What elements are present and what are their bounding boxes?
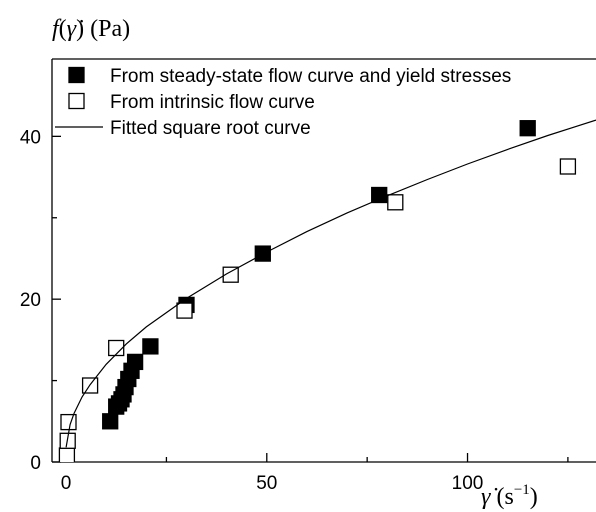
legend: From steady-state flow curve and yield s…	[55, 66, 511, 139]
filled-square-point	[371, 186, 388, 204]
y-axis-label: f(γ̇) (Pa)	[52, 16, 130, 42]
filled-square-point	[102, 413, 119, 430]
x-tick-label: 0	[61, 473, 72, 494]
x-tick-label: 50	[256, 473, 277, 494]
open-square-point	[60, 413, 77, 431]
open-square-point	[176, 302, 193, 319]
filled-square-point	[519, 120, 536, 137]
legend-filled-square-swatch	[68, 66, 85, 84]
open-square-point	[58, 447, 76, 462]
open-square-point	[387, 194, 404, 211]
x-tick-label: 100	[452, 473, 484, 494]
legend-label: Fitted square root curve	[110, 118, 311, 139]
y-tick-label: 0	[30, 453, 41, 474]
fitted-curve-line	[65, 119, 596, 448]
y-tick-label: 20	[20, 290, 41, 311]
axis-ticks: 0 50 100 0 20 40	[20, 127, 569, 494]
filled-square-point	[126, 353, 144, 371]
open-square-point	[108, 339, 125, 357]
y-tick-label: 40	[20, 127, 41, 148]
legend-open-square-swatch	[68, 92, 85, 110]
open-square-point	[559, 158, 577, 175]
plot-area	[58, 119, 596, 462]
open-square-point	[222, 266, 239, 283]
legend-label: From intrinsic flow curve	[110, 92, 315, 113]
filled-square-point	[142, 338, 159, 355]
legend-label: From steady-state flow curve and yield s…	[110, 66, 511, 87]
x-axis-label: γ̇ (s−1)	[481, 482, 538, 510]
